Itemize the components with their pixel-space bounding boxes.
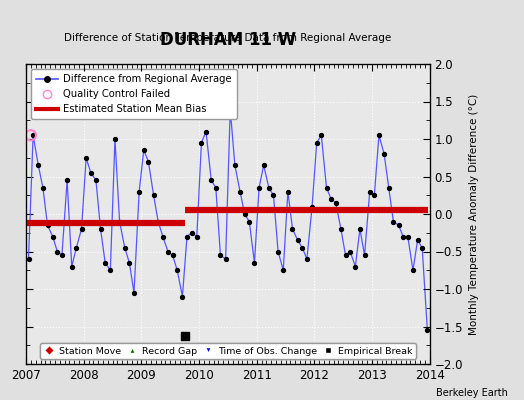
Point	[29, 132, 37, 138]
Point	[241, 211, 249, 217]
Point	[375, 132, 383, 138]
Point	[403, 233, 412, 240]
Point	[356, 226, 364, 232]
Point	[351, 263, 359, 270]
Point	[53, 248, 61, 255]
Point	[183, 233, 191, 240]
Point	[322, 184, 331, 191]
Point	[180, 332, 189, 339]
Point	[96, 226, 105, 232]
Title: DURHAM 11 W: DURHAM 11 W	[160, 30, 296, 48]
Point	[68, 263, 76, 270]
Point	[125, 260, 134, 266]
Point	[245, 218, 254, 225]
Point	[231, 162, 239, 168]
Point	[423, 327, 432, 334]
Point	[106, 267, 115, 274]
Point	[395, 222, 403, 228]
Point	[366, 188, 374, 195]
Point	[312, 140, 321, 146]
Point	[154, 218, 162, 225]
Point	[111, 136, 119, 142]
Point	[82, 154, 90, 161]
Point	[78, 226, 86, 232]
Point	[135, 188, 144, 195]
Point	[63, 177, 71, 184]
Point	[139, 147, 148, 154]
Point	[346, 248, 354, 255]
Point	[202, 128, 210, 135]
Point	[418, 244, 427, 251]
Point	[327, 196, 335, 202]
Point	[188, 230, 196, 236]
Point	[72, 244, 81, 251]
Point	[283, 188, 292, 195]
Point	[222, 256, 230, 262]
Point	[409, 267, 417, 274]
Point	[288, 226, 297, 232]
Point	[101, 260, 110, 266]
Point	[255, 184, 263, 191]
Point	[43, 222, 52, 228]
Point	[332, 200, 340, 206]
Point	[164, 248, 172, 255]
Point	[212, 184, 220, 191]
Point	[279, 267, 288, 274]
Point	[413, 237, 422, 244]
Point	[193, 233, 201, 240]
Text: Berkeley Earth: Berkeley Earth	[436, 388, 508, 398]
Point	[250, 260, 259, 266]
Point	[149, 192, 158, 198]
Point	[178, 293, 187, 300]
Point	[380, 151, 388, 157]
Point	[298, 244, 307, 251]
Point	[92, 177, 100, 184]
Point	[265, 184, 273, 191]
Point	[226, 106, 234, 112]
Point	[361, 252, 369, 258]
Point	[317, 132, 325, 138]
Point	[216, 252, 225, 258]
Point	[236, 188, 244, 195]
Point	[259, 162, 268, 168]
Point	[86, 170, 95, 176]
Point	[293, 237, 302, 244]
Point	[399, 233, 407, 240]
Point	[159, 233, 167, 240]
Point	[49, 233, 57, 240]
Point	[58, 252, 66, 258]
Point	[39, 184, 47, 191]
Point	[389, 218, 398, 225]
Point	[385, 184, 393, 191]
Point	[207, 177, 215, 184]
Point	[24, 256, 32, 262]
Legend: Station Move, Record Gap, Time of Obs. Change, Empirical Break: Station Move, Record Gap, Time of Obs. C…	[40, 343, 416, 359]
Point	[337, 226, 345, 232]
Point	[341, 252, 350, 258]
Point	[308, 203, 316, 210]
Point	[370, 192, 378, 198]
Point	[274, 248, 282, 255]
Point	[115, 218, 124, 225]
Point	[27, 132, 35, 138]
Point	[269, 192, 278, 198]
Point	[303, 256, 311, 262]
Y-axis label: Monthly Temperature Anomaly Difference (°C): Monthly Temperature Anomaly Difference (…	[468, 93, 478, 335]
Point	[121, 244, 129, 251]
Point	[197, 140, 205, 146]
Point	[168, 252, 177, 258]
Text: Difference of Station Temperature Data from Regional Average: Difference of Station Temperature Data f…	[64, 33, 391, 43]
Point	[34, 162, 42, 168]
Point	[173, 267, 181, 274]
Point	[130, 290, 138, 296]
Point	[144, 158, 152, 165]
